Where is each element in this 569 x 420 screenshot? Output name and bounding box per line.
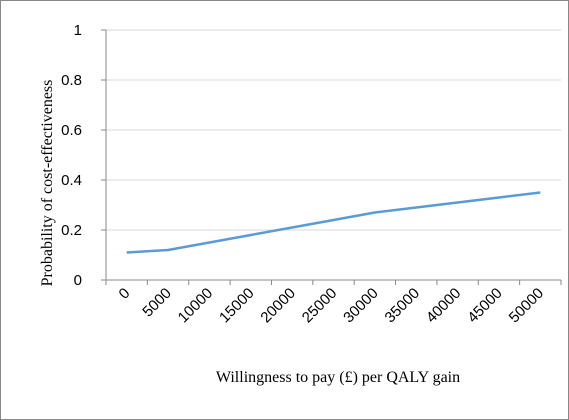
y-tick-label: 0.8: [61, 72, 82, 89]
y-tick-label: 1: [74, 22, 82, 39]
y-tick-label: 0.2: [61, 222, 82, 239]
y-tick-label: 0.4: [61, 172, 82, 189]
x-axis-title: Willingness to pay (£) per QALY gain: [216, 369, 460, 386]
line-series: [126, 191, 541, 254]
y-axis-title: Probability of cost-effectiveness: [39, 80, 56, 287]
y-tick-label: 0.6: [61, 122, 82, 139]
y-tick-label: 0: [74, 272, 82, 289]
